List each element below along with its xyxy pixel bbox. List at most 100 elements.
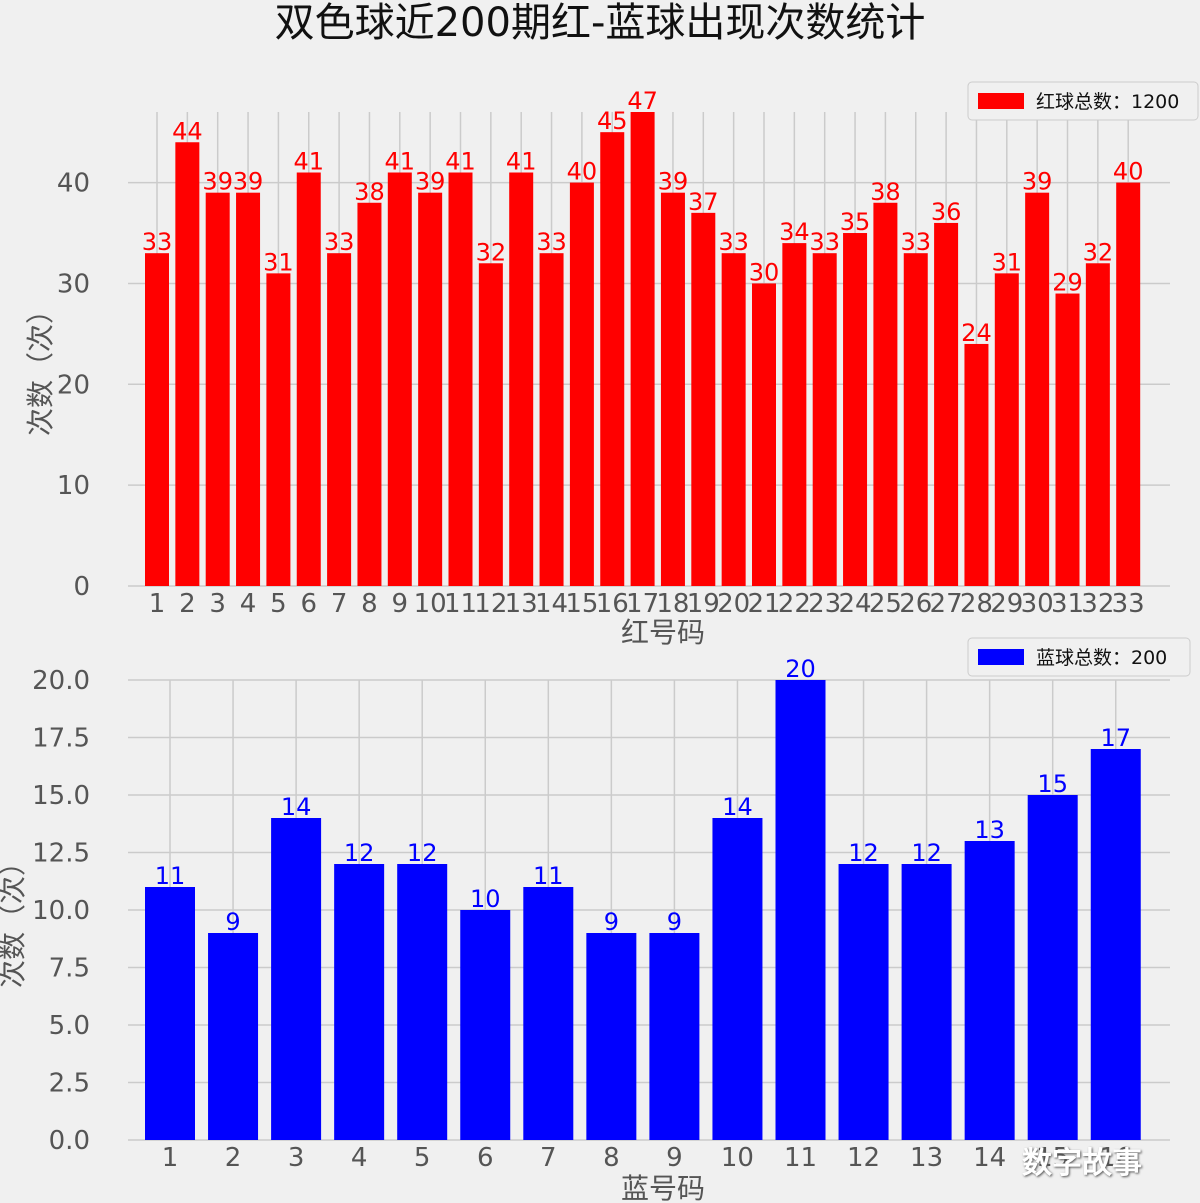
red-bar [903, 253, 928, 587]
red-x-tick-label: 14 [535, 589, 568, 619]
red-x-tick-label: 11 [444, 589, 477, 619]
red-bar-value-label: 33 [900, 228, 931, 256]
blue-bar-value-label: 20 [785, 655, 816, 683]
blue-bar-value-label: 13 [974, 816, 1005, 844]
red-bar [1116, 182, 1141, 586]
blue-legend-box [967, 637, 1191, 677]
red-x-tick-label: 31 [1051, 589, 1084, 619]
blue-bar [208, 933, 259, 1140]
red-bar [296, 172, 321, 587]
red-bar [691, 212, 716, 586]
red-bar-value-label: 30 [749, 258, 780, 286]
red-bar-value-label: 32 [1083, 238, 1114, 266]
red-bar [934, 222, 959, 587]
blue-bar-value-label: 12 [911, 839, 942, 867]
red-bar [1055, 293, 1080, 586]
blue-x-tick-label: 5 [414, 1143, 431, 1173]
red-x-tick-label: 12 [474, 589, 507, 619]
red-x-tick-label: 32 [1081, 589, 1114, 619]
blue-bar [775, 680, 826, 1140]
blue-bar-value-label: 9 [667, 908, 682, 936]
red-bar-value-label: 33 [142, 228, 173, 256]
red-legend-box [967, 81, 1199, 121]
red-bar-value-label: 39 [658, 168, 689, 196]
red-x-tick-label: 18 [656, 589, 689, 619]
red-legend-swatch [978, 93, 1024, 109]
red-bar [994, 273, 1019, 586]
blue-x-tick-label: 15 [1036, 1143, 1069, 1173]
red-bar-value-label: 44 [172, 117, 203, 145]
red-y-tick-label: 0 [73, 572, 90, 602]
red-x-tick-label: 4 [240, 589, 257, 619]
red-bar [721, 253, 746, 587]
red-bar-value-label: 36 [931, 198, 962, 226]
red-x-tick-label: 24 [839, 589, 872, 619]
red-bar-value-label: 41 [506, 148, 537, 176]
red-bar-value-label: 29 [1052, 269, 1083, 297]
blue-bar [334, 864, 385, 1140]
red-bar [509, 172, 534, 587]
red-bar-value-label: 40 [1113, 158, 1144, 186]
blue-bar-value-label: 17 [1100, 724, 1131, 752]
blue-bar [712, 818, 763, 1140]
blue-bar [145, 887, 195, 1140]
blue-x-tick-label: 7 [540, 1143, 557, 1173]
page-title: 双色球近200期红-蓝球出现次数统计 [274, 0, 926, 46]
red-bar [752, 283, 776, 586]
blue-y-axis-label: 次数（次） [0, 848, 29, 988]
red-x-tick-label: 5 [270, 589, 287, 619]
red-bar [175, 142, 200, 587]
red-bar [600, 132, 625, 586]
red-x-tick-label: 16 [596, 589, 629, 619]
blue-y-tick-label: 15.0 [32, 781, 90, 811]
red-x-tick-label: 3 [209, 589, 226, 619]
blue-y-tick-label: 0.0 [49, 1126, 90, 1156]
red-bar [1085, 263, 1110, 586]
blue-bar-value-label: 11 [533, 862, 564, 890]
red-x-tick-label: 27 [930, 589, 963, 619]
blue-legend-swatch [978, 649, 1024, 665]
blue-y-tick-label: 10.0 [32, 896, 90, 926]
red-x-tick-label: 22 [778, 589, 811, 619]
red-bar-value-label: 39 [1022, 168, 1053, 196]
red-bar-value-label: 33 [718, 228, 749, 256]
red-x-axis-label: 红号码 [621, 616, 705, 649]
red-bar-value-label: 31 [263, 248, 294, 276]
red-x-tick-label: 30 [1021, 589, 1054, 619]
red-bar-value-label: 33 [536, 228, 567, 256]
blue-bar-value-label: 14 [722, 793, 753, 821]
red-y-tick-label: 30 [57, 269, 90, 299]
red-x-tick-label: 13 [505, 589, 538, 619]
red-bar [569, 182, 594, 586]
red-bar-value-label: 32 [476, 238, 507, 266]
blue-bar-value-label: 9 [225, 908, 240, 936]
red-bar-value-label: 33 [324, 228, 355, 256]
blue-bar [1090, 749, 1141, 1140]
red-bar-value-label: 34 [779, 218, 810, 246]
red-bar-value-label: 35 [840, 208, 871, 236]
blue-bar-value-label: 9 [604, 908, 619, 936]
red-y-axis-label: 次数（次） [24, 296, 57, 436]
blue-bar-value-label: 12 [407, 839, 438, 867]
red-bar-value-label: 41 [293, 148, 324, 176]
blue-bar [586, 933, 637, 1140]
blue-bar-value-label: 14 [281, 793, 312, 821]
red-x-tick-label: 9 [392, 589, 409, 619]
blue-x-tick-label: 3 [288, 1143, 305, 1173]
blue-bar [649, 933, 700, 1140]
red-bar [418, 192, 443, 586]
red-x-tick-label: 19 [687, 589, 720, 619]
red-bar [266, 273, 291, 586]
red-x-tick-label: 25 [869, 589, 902, 619]
red-x-tick-label: 10 [414, 589, 447, 619]
red-bar-value-label: 45 [597, 107, 628, 135]
red-bar [448, 172, 473, 587]
red-bar-value-label: 33 [809, 228, 840, 256]
blue-bar [271, 818, 322, 1140]
red-bar-value-label: 38 [354, 178, 385, 206]
red-bar [782, 243, 807, 586]
red-x-tick-label: 15 [565, 589, 598, 619]
blue-y-tick-label: 5.0 [49, 1011, 90, 1041]
red-bar [327, 253, 352, 587]
blue-x-tick-label: 11 [784, 1143, 817, 1173]
